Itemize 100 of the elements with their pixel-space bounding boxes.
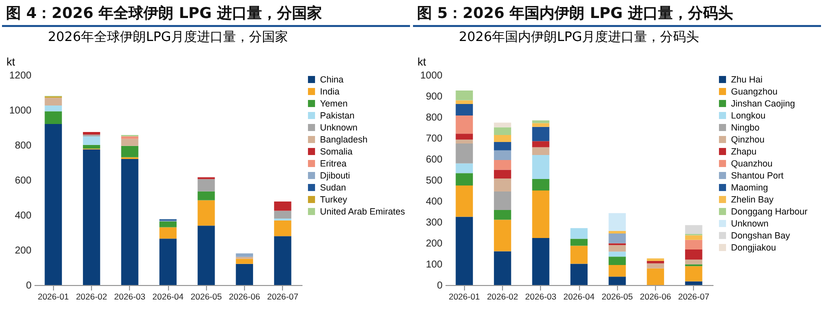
bar (494, 178, 512, 192)
bar (608, 252, 626, 257)
y-tick-label: 300 (426, 218, 443, 228)
legend-label: Dongshan Bay (731, 230, 791, 240)
bar (532, 155, 550, 179)
legend-label: Shantou Port (731, 170, 784, 180)
x-tick-label: 2026-07 (678, 292, 710, 302)
x-tick-label: 2026-06 (228, 292, 260, 302)
bar (456, 90, 473, 100)
x-tick-label: 2026-06 (640, 292, 672, 302)
y-tick-label: 400 (14, 210, 32, 222)
legend-label: India (320, 86, 340, 96)
y-tick-label: 100 (426, 260, 443, 270)
bar (198, 226, 215, 285)
bar (494, 170, 512, 179)
bar (456, 143, 473, 164)
bar (494, 210, 512, 220)
chart-title: 图 5：2026 年国内伊朗 LPG 进口量，分码头 (413, 2, 821, 27)
y-tick-label: 800 (14, 140, 32, 152)
x-tick-label: 2026-04 (563, 292, 595, 302)
x-tick-label: 2026-02 (486, 292, 518, 302)
legend-label: United Arab Emirates (320, 206, 406, 216)
legend-label: Sudan (320, 182, 346, 192)
bar (570, 228, 588, 239)
x-tick-label: 2026-01 (448, 292, 480, 302)
legend-label: Maoming (731, 182, 768, 192)
y-tick-label: 200 (426, 238, 443, 250)
bar (82, 136, 100, 145)
bar (570, 238, 588, 246)
legend-label: Unknown (320, 122, 358, 132)
bar (494, 220, 512, 252)
bar (608, 234, 626, 244)
bar (159, 238, 177, 285)
legend-label: Zhu Hai (731, 74, 763, 84)
legend-label: Dongjiakou (731, 242, 776, 252)
x-tick-label: 2026-05 (190, 292, 222, 302)
y-tick-label: 900 (426, 92, 443, 102)
bar (608, 276, 626, 285)
bar (494, 150, 512, 160)
bar (274, 236, 292, 285)
bar (685, 235, 702, 240)
bar (456, 134, 473, 140)
bar (274, 202, 292, 211)
y-tick-label: 600 (14, 176, 32, 186)
bar (608, 230, 626, 234)
bar (685, 250, 702, 260)
chart-subtitle: 2026年国内伊朗LPG月度进口量，分码头 (458, 29, 700, 45)
legend-label: Zhelin Bay (731, 194, 774, 204)
bar (532, 126, 550, 142)
x-tick-label: 2026-03 (114, 292, 146, 302)
x-tick-label: 2026-03 (525, 292, 557, 302)
bar (494, 251, 512, 285)
y-tick-label: 1000 (420, 70, 443, 82)
legend-label: Unknown (731, 218, 769, 228)
bar (456, 185, 473, 217)
legend-label: Djibouti (320, 170, 350, 180)
legend-label: Donggang Harbour (731, 206, 808, 216)
x-tick-label: 2026-05 (602, 292, 634, 302)
legend-label: Yemen (320, 98, 348, 108)
bar (456, 216, 473, 285)
y-tick-label: 600 (426, 154, 443, 166)
bar (198, 179, 215, 192)
bar (570, 246, 588, 264)
bar (159, 221, 177, 228)
legend-label: Quanzhou (731, 158, 773, 168)
legend-label: Ningbo (731, 122, 760, 132)
bar (236, 264, 254, 285)
legend-label: Zhapu (731, 146, 757, 156)
y-tick-label: 700 (426, 134, 443, 144)
bar (532, 120, 550, 124)
bar (121, 146, 138, 158)
bar (494, 142, 512, 150)
bar (685, 225, 702, 234)
bar (570, 264, 588, 285)
legend-label: Turkey (320, 194, 348, 204)
bar (121, 138, 138, 146)
bar (121, 136, 138, 139)
bar (608, 213, 626, 231)
bar (159, 227, 177, 239)
bar (685, 266, 702, 282)
bar (608, 245, 626, 252)
bar (121, 159, 138, 285)
bar (685, 240, 702, 250)
legend-label: Pakistan (320, 110, 355, 120)
bar (236, 258, 254, 264)
legend-label: Longkou (731, 110, 766, 120)
bar (494, 135, 512, 142)
bar (456, 163, 473, 174)
bar (456, 100, 473, 104)
bar (44, 111, 62, 124)
x-tick-label: 2026-01 (38, 292, 70, 302)
bar (532, 147, 550, 156)
bar (494, 192, 512, 210)
bar (456, 104, 473, 116)
chart-subtitle: 2026年全球伊朗LPG月度进口量，分国家 (48, 29, 288, 45)
y-tick-label: 200 (14, 246, 32, 256)
legend-label: Guangzhou (731, 86, 778, 96)
bar (274, 210, 292, 218)
bar (646, 268, 664, 285)
legend-label: Jinshan Caojing (731, 98, 796, 108)
